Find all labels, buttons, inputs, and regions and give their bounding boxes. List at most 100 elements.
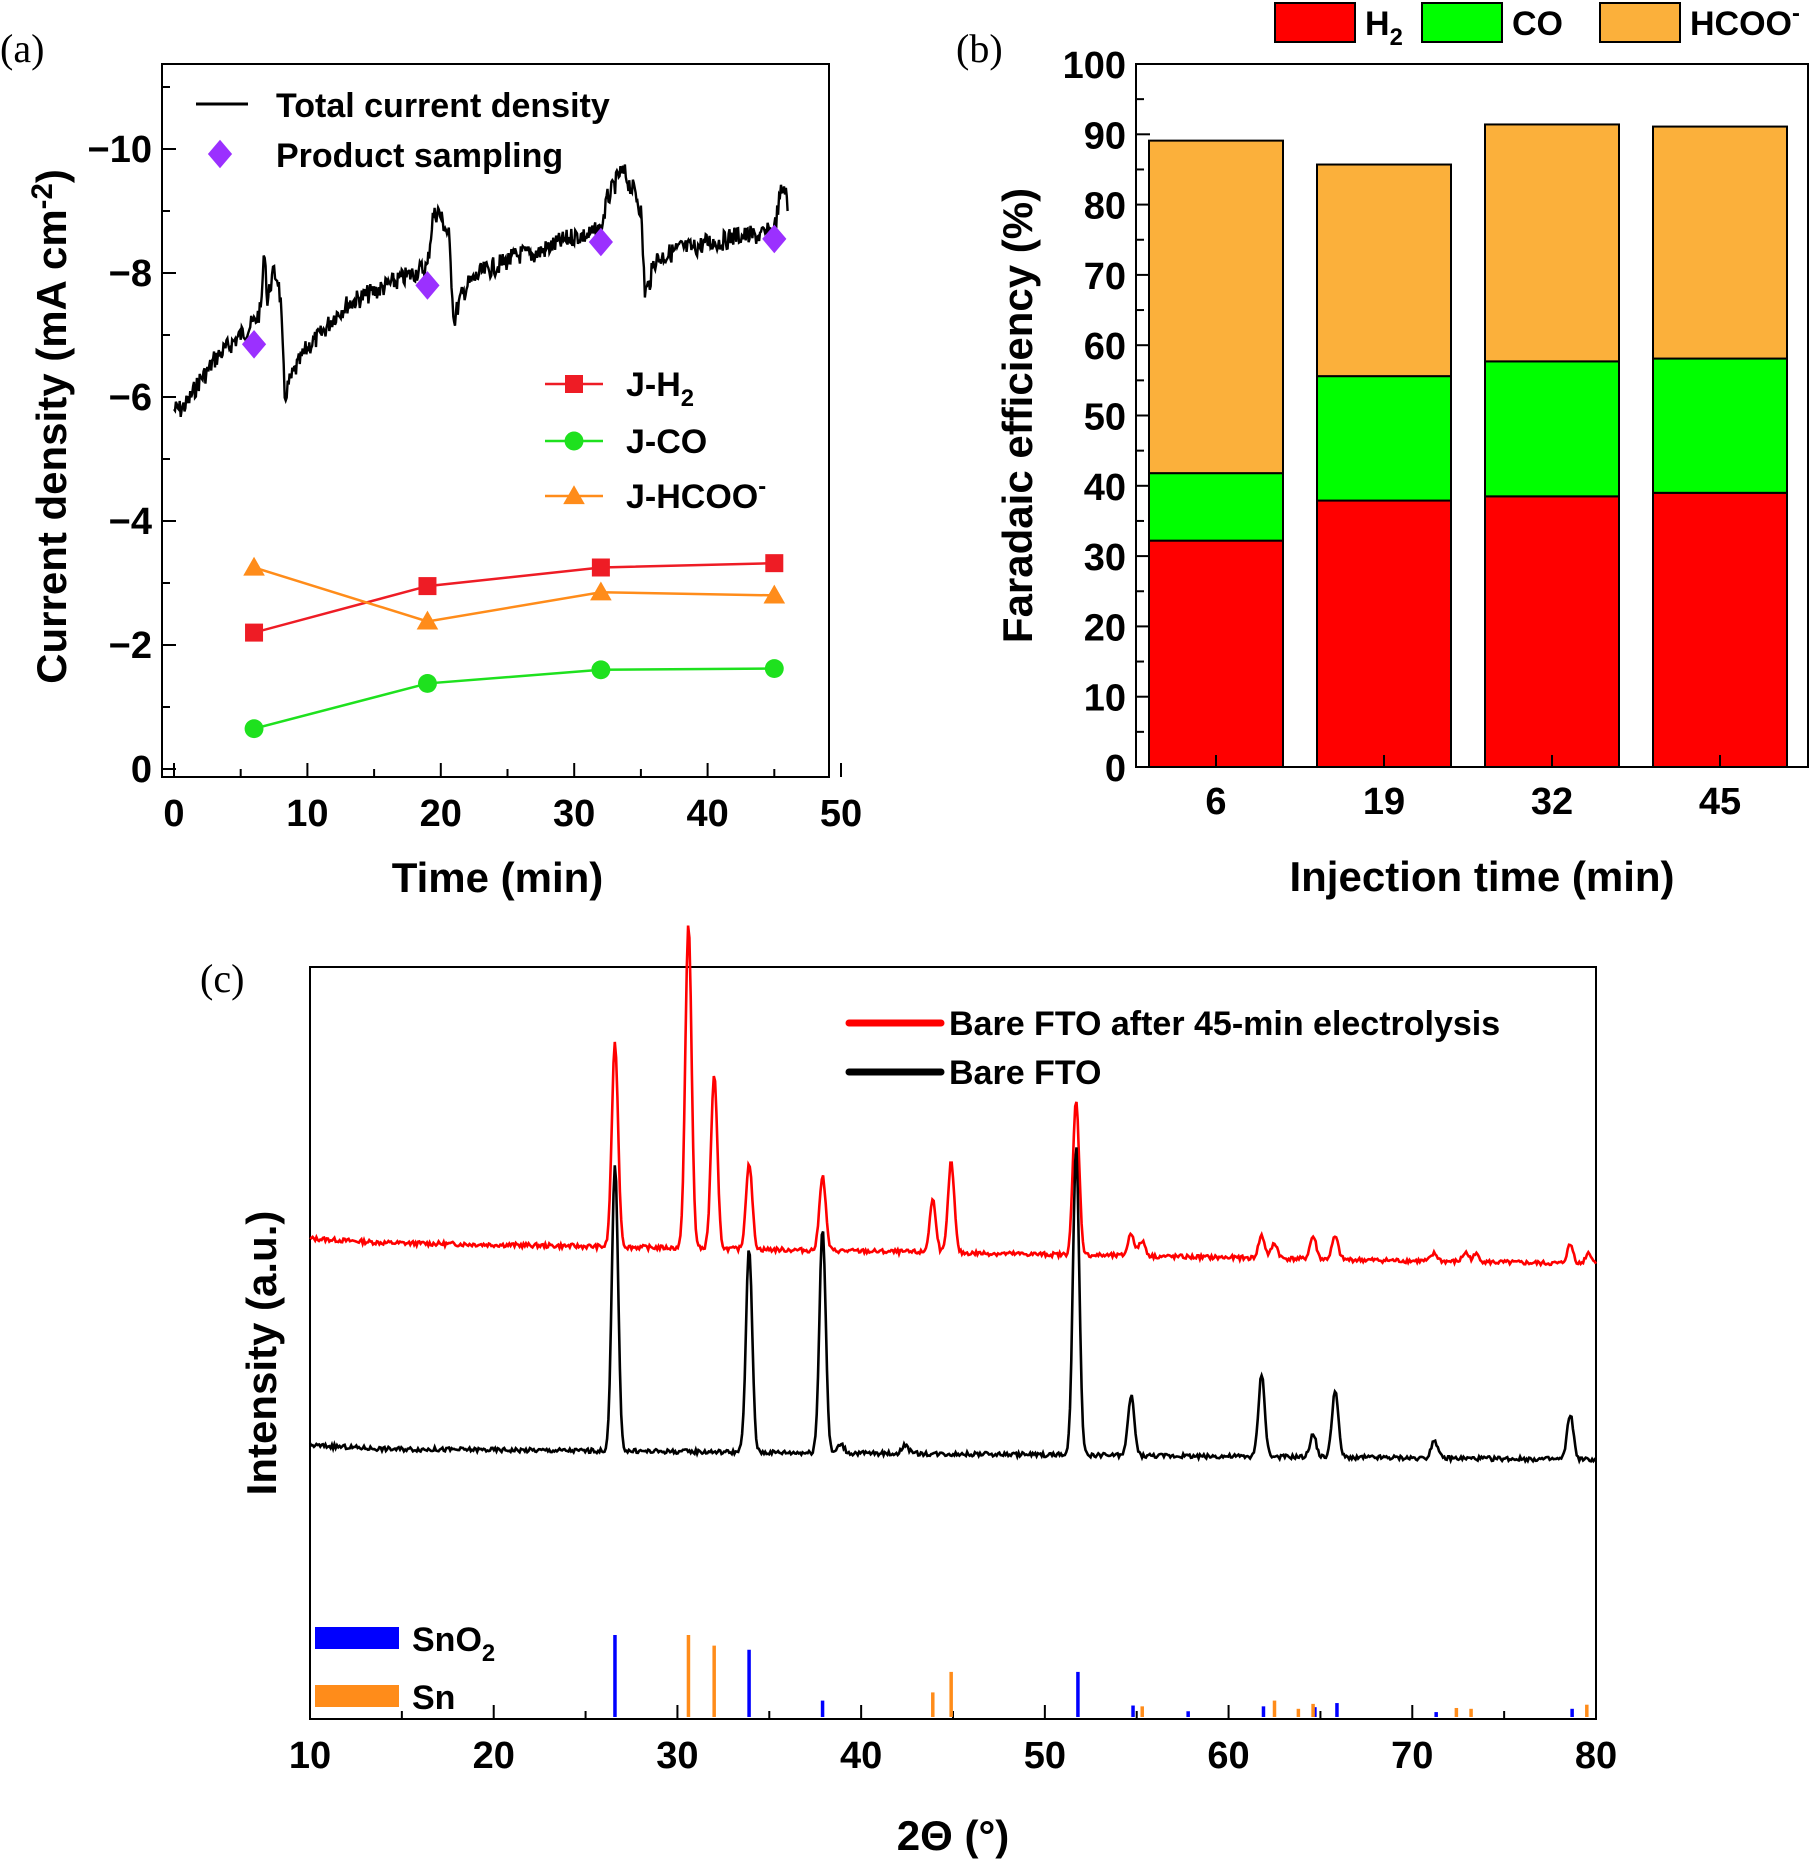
legend-label: CO [1512, 5, 1563, 43]
legend-series-label-base: J-HCOO [626, 478, 758, 516]
product-sampling-point [762, 224, 787, 254]
y-tick-label: 0 [1105, 748, 1126, 790]
x-tick-label: 30 [656, 1735, 698, 1777]
stacked-bar-segment [1148, 139, 1284, 475]
stacked-bar-segment [1316, 375, 1452, 502]
xrd-pattern-line [308, 1147, 1598, 1465]
y-tick-label: 20 [1084, 607, 1126, 649]
y-axis-title: Intensity (a.u.) [238, 1211, 285, 1496]
legend-label-sup: - [1792, 0, 1800, 27]
legend-label: HCOO- [1690, 0, 1800, 43]
legend-series-label-sub: 2 [681, 385, 694, 412]
panel-c-label: (c) [200, 956, 244, 1001]
y-tick-label: 90 [1084, 115, 1126, 157]
y-axis-title: Faradaic efficiency (%) [994, 188, 1041, 643]
stacked-bar-segment [1652, 357, 1788, 494]
legend-label-base: HCOO [1690, 5, 1792, 43]
legend-reference-label-sub: 2 [482, 1640, 495, 1667]
x-tick-label: 30 [553, 793, 595, 835]
series-point [245, 623, 264, 642]
panel-a-label: (a) [0, 26, 44, 71]
panel-a-chart: (a) 0 10 20 30 40 50 0 −2 −4 −6 −8 −10 Time (min) Curr… [0, 26, 862, 901]
y-tick-label: −6 [109, 377, 152, 419]
legend-series-marker [564, 431, 584, 451]
series-point [763, 584, 786, 604]
x-tick-label: 10 [286, 793, 328, 835]
series-point [418, 577, 437, 596]
legend-swatch [1421, 2, 1503, 43]
series-line [253, 667, 775, 730]
stacked-bar-segment [1484, 495, 1620, 768]
legend-pattern-label: Bare FTO [949, 1054, 1101, 1092]
x-axis-title: Time (min) [392, 854, 604, 901]
panel-b-chart: (b) 6 19 32 45 0 10 20 30 40 50 60 70 80 90 100 Injectio… [956, 0, 1809, 900]
stacked-bar-segment [1148, 472, 1284, 542]
x-axis-title: 2Θ (°) [897, 1812, 1009, 1859]
stacked-bar-segment [1484, 360, 1620, 498]
legend-reference-swatch [315, 1685, 399, 1707]
stacked-bar-segment [1652, 491, 1788, 768]
x-tick-label: 20 [420, 793, 462, 835]
series-line [253, 566, 775, 623]
legend-sampling-swatch [207, 139, 233, 169]
legend-reference-label: SnO2 [412, 1621, 495, 1667]
x-tick-label: 40 [686, 793, 728, 835]
y-axis-title-close: ) [28, 169, 75, 183]
product-sampling-point [588, 227, 613, 257]
series-point [591, 660, 611, 680]
x-tick-label: 60 [1207, 1735, 1249, 1777]
x-tick-label: 50 [820, 793, 862, 835]
stacked-bar-segment [1652, 125, 1788, 360]
y-tick-label: −8 [109, 253, 152, 295]
panel-b-label: (b) [956, 26, 1003, 71]
series-point [244, 719, 264, 739]
y-tick-label: 30 [1084, 537, 1126, 579]
x-tick-label: 6 [1205, 781, 1226, 823]
legend-series-label-sup: - [758, 473, 766, 500]
legend-reference-label-base: Sn [412, 1679, 455, 1717]
series-point [591, 558, 610, 577]
stacked-bar-segment [1148, 539, 1284, 768]
legend-reference-swatch [315, 1627, 399, 1649]
legend-label-base: CO [1512, 5, 1563, 43]
x-tick-label: 0 [163, 793, 184, 835]
product-sampling-point [241, 330, 267, 359]
series-point [243, 556, 265, 576]
legend-pattern-label: Bare FTO after 45-min electrolysis [949, 1005, 1500, 1043]
x-tick-label: 45 [1699, 781, 1741, 823]
y-tick-label: 40 [1084, 467, 1126, 509]
panel-c-chart: (c) 10 20 30 40 50 60 70 80 2Θ (°) Intensity (a.u.… [200, 925, 1617, 1859]
legend-series-label: J-H2 [626, 366, 694, 412]
y-tick-label: 60 [1084, 326, 1126, 368]
legend-series-label: J-CO [626, 423, 707, 461]
x-axis-title: Injection time (min) [1289, 853, 1674, 900]
stacked-bar-segment [1316, 499, 1452, 768]
panel-a-frame [161, 63, 830, 778]
x-tick-label: 50 [1024, 1735, 1066, 1777]
y-tick-label: −2 [109, 625, 152, 667]
legend-reference-label-base: SnO [412, 1621, 482, 1659]
x-tick-label: 10 [289, 1735, 331, 1777]
y-axis-title: Current density (mA cm-2) [26, 169, 75, 684]
y-tick-label: 100 [1063, 45, 1126, 87]
y-tick-label: 0 [131, 749, 152, 791]
total-current-density-line [173, 164, 789, 418]
series-point [418, 673, 437, 693]
y-tick-label: 50 [1084, 397, 1126, 439]
series-point [416, 610, 439, 630]
legend-reference-label: Sn [412, 1679, 455, 1717]
legend-total-label: Total current density [276, 87, 610, 125]
xrd-pattern-line [309, 925, 1598, 1268]
legend-series-label-base: J-H [626, 366, 681, 404]
legend-series-label: J-HCOO- [626, 473, 766, 516]
legend-label: H2 [1365, 5, 1403, 51]
x-tick-label: 20 [473, 1735, 515, 1777]
series-line [253, 561, 775, 634]
legend-series-marker [563, 485, 585, 505]
legend-sampling-label: Product sampling [276, 137, 563, 175]
y-tick-label: 10 [1084, 678, 1126, 720]
x-tick-label: 80 [1575, 1735, 1617, 1777]
y-tick-label: 80 [1084, 186, 1126, 228]
x-tick-label: 40 [840, 1735, 882, 1777]
